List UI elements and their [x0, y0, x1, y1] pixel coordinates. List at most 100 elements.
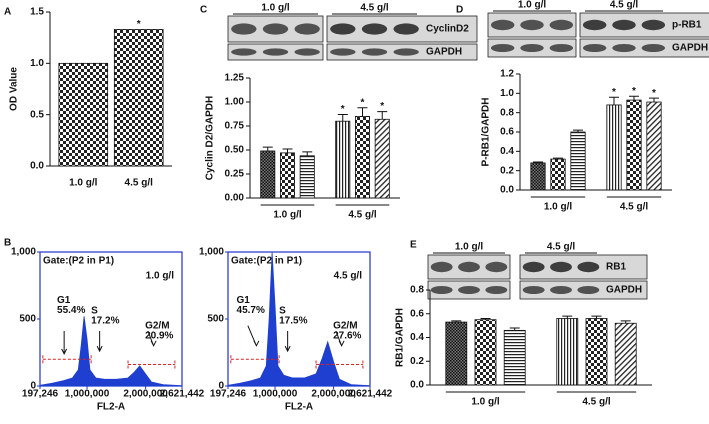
significance-marker: * [652, 88, 656, 99]
blot-band [612, 19, 636, 31]
bar [374, 118, 390, 199]
phase-percent: 20.9% [145, 330, 173, 341]
significance-marker: * [341, 104, 345, 115]
y-tick-label: 0.2 [410, 356, 424, 367]
plot-frame [39, 251, 183, 387]
y-tick-label: 0.6 [410, 308, 424, 319]
blot-row-label: GAPDH [672, 43, 708, 54]
y-tick-label: 0.00 [225, 193, 245, 204]
y-tick-label: 0.75 [225, 121, 245, 132]
error-bar [282, 148, 293, 153]
phase-arrow [247, 325, 260, 347]
y-tick-label: 0.8 [500, 107, 514, 118]
blot-row-label: p-RB1 [672, 20, 702, 31]
y-tick-label: 0.6 [500, 127, 514, 138]
phase-arrow [61, 331, 68, 355]
y-tick-label: 0 [218, 381, 224, 392]
blot-band [577, 261, 600, 273]
blot-band [262, 23, 289, 35]
y-tick-label: 1.5 [30, 7, 44, 18]
gate-marker [230, 355, 280, 364]
blot-band [458, 286, 480, 294]
phase-arrow [335, 330, 345, 347]
blot-band [522, 286, 545, 294]
bar [58, 62, 109, 167]
blot-band [582, 19, 607, 31]
blot-group-label: 4.5 g/l [547, 242, 576, 253]
error-bar [357, 107, 368, 117]
y-tick-label: 0.4 [410, 332, 424, 343]
blot-band [550, 261, 572, 273]
blot-band [458, 261, 480, 273]
y-tick-label: 0.0 [500, 185, 514, 196]
y-tick-label: 0.8 [410, 285, 424, 296]
blot-band [330, 23, 356, 35]
panel-letter: C [200, 5, 207, 16]
histogram-area [39, 316, 182, 387]
y-tick-label: 1,000 [11, 247, 36, 258]
y-tick-label: 0 [30, 381, 36, 392]
y-tick-label: 500 [19, 314, 36, 325]
significance-marker: * [612, 87, 616, 98]
blot-band [490, 44, 515, 52]
x-tick-label: 1.0 g/l [69, 178, 98, 189]
error-bar [302, 151, 313, 156]
blot-band [612, 44, 636, 52]
bar [279, 152, 296, 199]
plot-title: Gate:(P2 in P1) [231, 256, 302, 267]
phase-name: S [91, 306, 98, 317]
bar [626, 99, 642, 191]
bar [445, 321, 468, 386]
significance-marker: * [632, 86, 636, 97]
plot-title: Gate:(P2 in P1) [43, 256, 114, 267]
significance-marker: * [137, 19, 141, 30]
bar [260, 150, 276, 199]
y-tick-label: 1.25 [225, 73, 245, 84]
significance-marker: * [361, 97, 365, 108]
bar [570, 131, 586, 191]
blot-group-label: 1.0 g/l [455, 242, 484, 253]
blot-band [294, 48, 320, 56]
y-tick-label: 1.0 [30, 58, 44, 69]
y-tick-label: 1,000 [199, 247, 224, 258]
phase-name: G1 [57, 295, 71, 306]
blot-band [550, 286, 572, 294]
phase-percent: 55.4% [57, 305, 85, 316]
condition-label: 4.5 g/l [334, 271, 363, 282]
x-tick-label: 2,000,000 [311, 389, 356, 400]
phase-name: G1 [237, 295, 251, 306]
phase-name: G2/M [333, 320, 357, 331]
phase-percent: 27.6% [333, 330, 361, 341]
bar [530, 162, 546, 191]
error-bar [620, 320, 631, 324]
blot-band [393, 23, 419, 35]
bar [299, 155, 315, 199]
y-tick-label: 0.25 [225, 169, 245, 180]
group-label: 1.0 g/l [273, 210, 302, 221]
blot-band [549, 44, 574, 52]
blot-group-label: 4.5 g/l [360, 3, 389, 14]
y-tick-label: 0.2 [500, 165, 514, 176]
phase-name: S [279, 306, 286, 317]
plot-frame [227, 251, 371, 387]
y-tick-label: 0.0 [410, 380, 424, 391]
y-tick-label: 1.0 [500, 88, 514, 99]
bar [474, 319, 497, 386]
significance-marker: * [380, 101, 384, 112]
phase-name: G2/M [145, 320, 169, 331]
error-bar [609, 96, 619, 105]
y-tick-label: 0.50 [225, 145, 245, 156]
phase-arrow [147, 330, 157, 347]
bar [646, 101, 662, 191]
error-bar [649, 97, 659, 103]
y-tick-label: 0.0 [30, 161, 44, 172]
y-tick-label: 0.5 [30, 109, 44, 120]
error-bar [629, 95, 639, 101]
error-bar [480, 318, 491, 320]
group-label: 1.0 g/l [471, 397, 500, 408]
blot-band [490, 19, 515, 31]
blot-band [549, 19, 574, 31]
blot-row-label: CyclinD2 [426, 24, 469, 35]
blot-band [262, 48, 289, 56]
